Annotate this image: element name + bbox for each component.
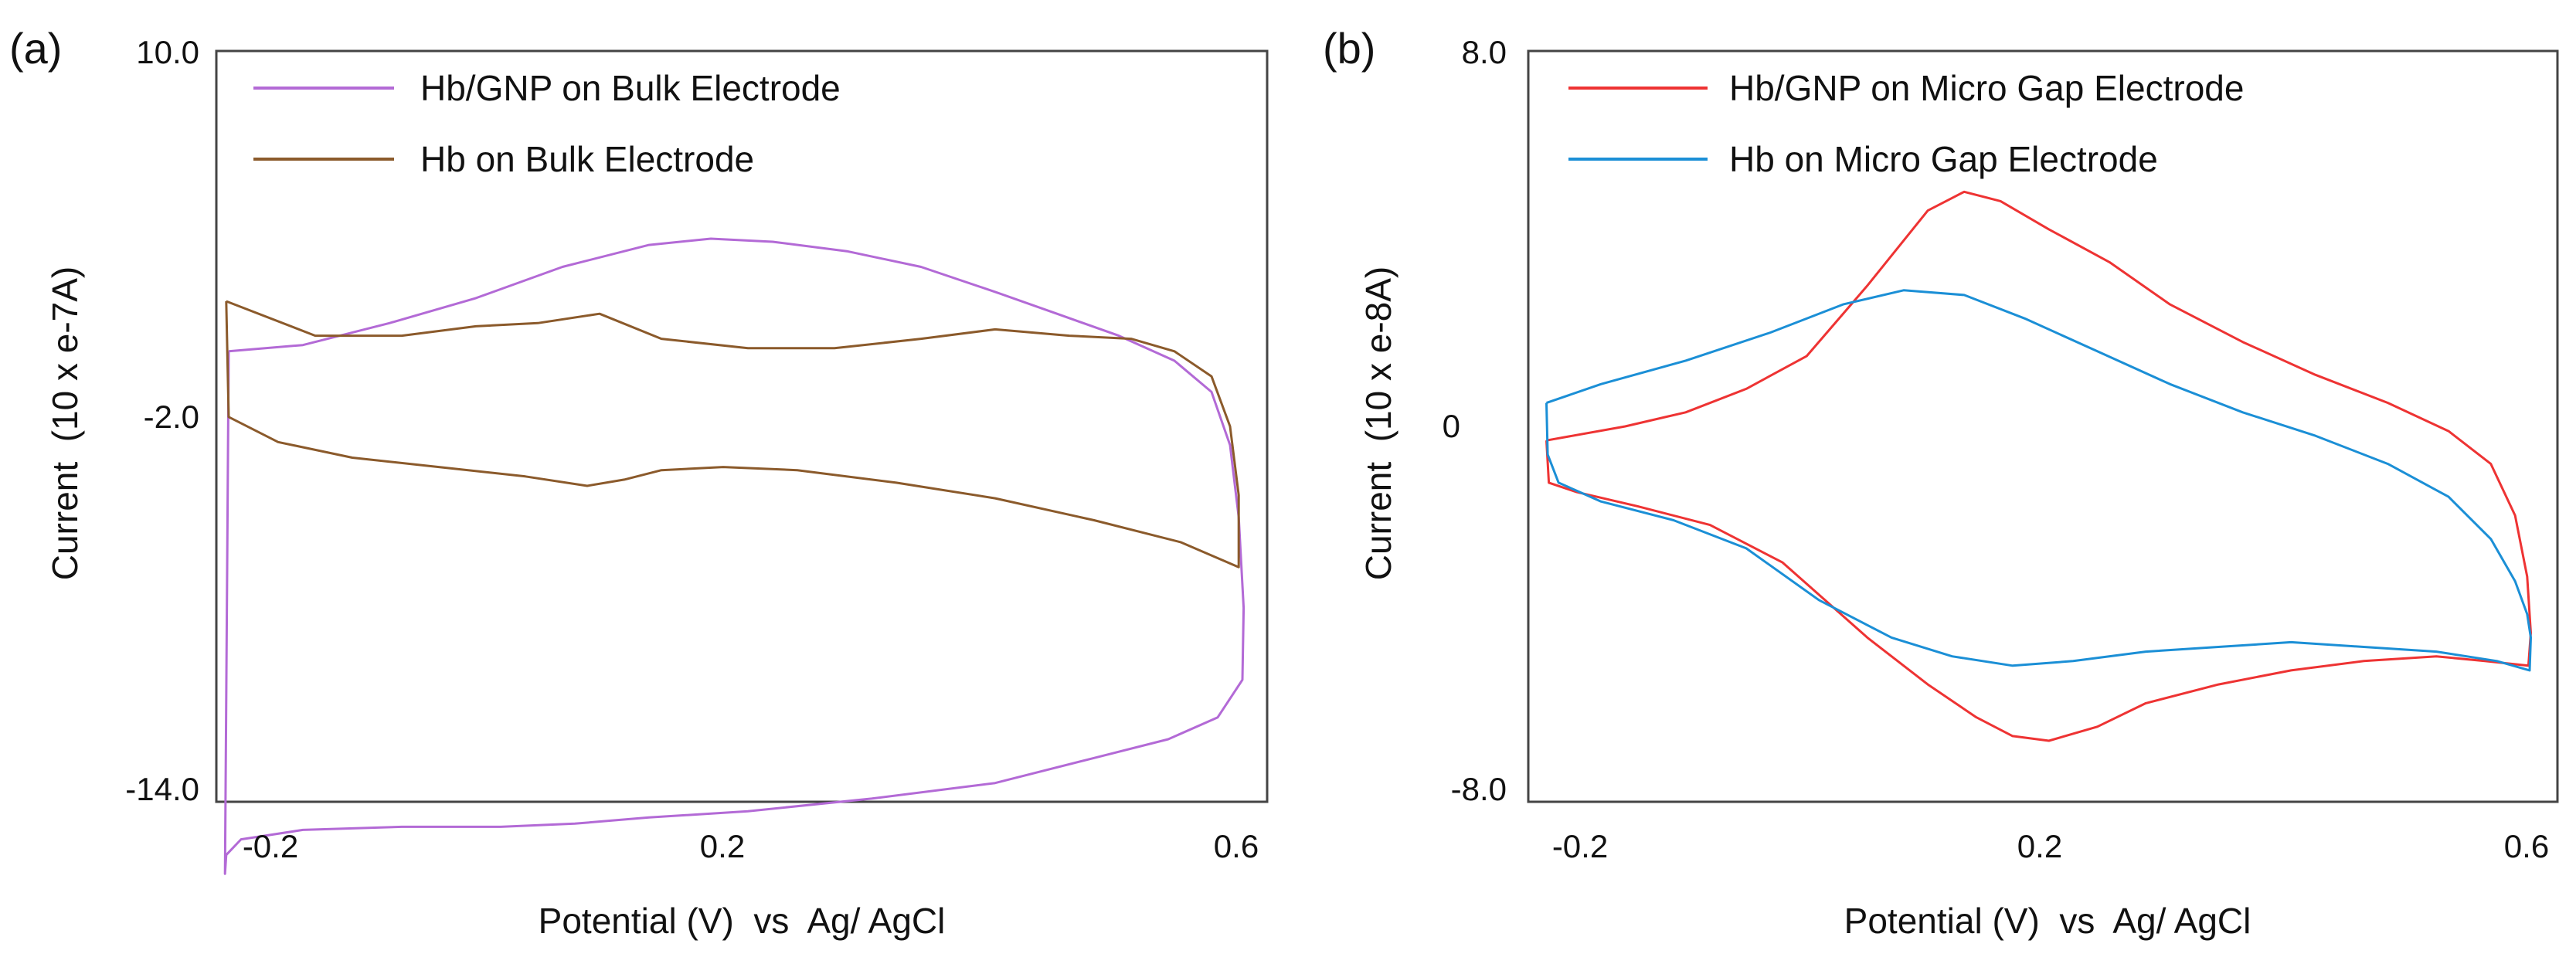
panel-b: (b) 8.0 0 -8.0 -0.2 0.2 0.6 Potential (V… bbox=[1323, 24, 2559, 941]
series-line-hb-on-bulk-electrode bbox=[225, 300, 1240, 569]
legend-b: Hb/GNP on Micro Gap Electrode Hb on Micr… bbox=[1568, 68, 2244, 179]
x-tick-label: 0.6 bbox=[1214, 828, 1259, 864]
series-line-hb-on-micro-gap-electrode bbox=[1545, 289, 2532, 672]
panel-label-b: (b) bbox=[1323, 24, 1375, 73]
y-tick-label: -14.0 bbox=[125, 771, 199, 807]
x-axis-title-b: Potential (V) vs Ag/ AgCl bbox=[1844, 901, 2251, 941]
legend-label-hb-gnp-micro-gap: Hb/GNP on Micro Gap Electrode bbox=[1729, 68, 2244, 108]
plot-frame-b bbox=[1527, 49, 2559, 803]
x-tick-label: 0.6 bbox=[2504, 828, 2549, 864]
x-tick-label: -0.2 bbox=[1552, 828, 1608, 864]
x-tick-label: 0.2 bbox=[2017, 828, 2062, 864]
x-axis-title-a: Potential (V) vs Ag/ AgCl bbox=[539, 901, 946, 941]
panel-a: (a) 10.0 -2.0 -14.0 -0.2 0.2 0.6 Potenti… bbox=[9, 24, 1269, 941]
y-tick-label: 0 bbox=[1443, 408, 1460, 444]
series-line-hb-gnp-on-micro-gap-electrode bbox=[1545, 190, 2532, 742]
series-line-hb-gnp-on-bulk-electrode bbox=[223, 237, 1246, 875]
y-tick-label: 8.0 bbox=[1462, 34, 1507, 70]
y-axis-title-b: Current (10 x e-8A) bbox=[1358, 266, 1398, 580]
y-axis-title-a: Current (10 x e-7A) bbox=[45, 266, 85, 580]
y-tick-label: -8.0 bbox=[1451, 771, 1507, 807]
legend-label-hb-bulk: Hb on Bulk Electrode bbox=[420, 139, 754, 179]
legend-a: Hb/GNP on Bulk Electrode Hb on Bulk Elec… bbox=[253, 68, 841, 179]
series-group-b bbox=[1545, 190, 2532, 742]
x-tick-label: -0.2 bbox=[243, 828, 298, 864]
plot-frame-a bbox=[215, 49, 1269, 803]
legend-label-hb-micro-gap: Hb on Micro Gap Electrode bbox=[1729, 139, 2158, 179]
legend-label-hb-gnp-bulk: Hb/GNP on Bulk Electrode bbox=[420, 68, 841, 108]
series-group-a bbox=[223, 237, 1246, 875]
x-tick-label: 0.2 bbox=[700, 828, 745, 864]
y-tick-label: 10.0 bbox=[136, 34, 199, 70]
panel-label-a: (a) bbox=[9, 24, 62, 73]
y-tick-label: -2.0 bbox=[144, 399, 199, 435]
